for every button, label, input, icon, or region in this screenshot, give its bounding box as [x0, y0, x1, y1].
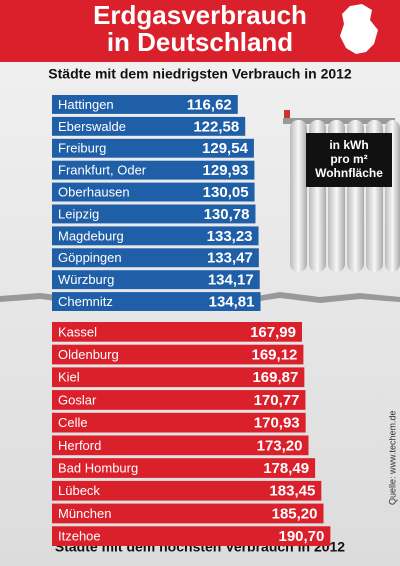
category-label: Magdeburg: [58, 228, 124, 243]
value-label: 190,70: [278, 528, 324, 545]
category-label: Würzburg: [58, 272, 114, 287]
category-label: Bad Homburg: [58, 460, 138, 475]
bar: [52, 226, 259, 246]
bar: [52, 367, 305, 388]
value-label: 183,45: [269, 483, 315, 500]
category-label: Chemnitz: [58, 294, 113, 309]
bar: [52, 458, 316, 478]
category-label: Kassel: [58, 324, 97, 339]
category-label: Itzehoe: [58, 529, 101, 544]
bar: [52, 95, 238, 114]
bar: [52, 116, 246, 136]
category-label: Herford: [58, 438, 101, 453]
subtitle: Städte mit dem niedrigsten Verbrauch in …: [48, 66, 352, 82]
unit-box: [306, 133, 392, 187]
bar: [52, 270, 260, 290]
value-label: 173,20: [257, 437, 303, 454]
germany-icon: [340, 4, 378, 54]
bar: [52, 412, 306, 433]
bar: [52, 390, 306, 410]
value-label: 122,58: [193, 118, 239, 135]
bar: [52, 480, 322, 501]
bar: [52, 292, 261, 311]
value-label: 185,20: [272, 505, 318, 522]
value-label: 130,78: [204, 206, 250, 223]
bar: [52, 526, 331, 546]
value-label: 170,77: [254, 392, 300, 409]
value-label: 169,87: [252, 369, 298, 386]
category-label: Frankfurt, Oder: [58, 163, 147, 178]
value-label: 129,54: [202, 140, 249, 157]
category-label: Lübeck: [58, 483, 100, 498]
bar: [52, 204, 256, 224]
value-label: 170,93: [254, 415, 300, 432]
value-label: 129,93: [203, 162, 249, 179]
value-label: 178,49: [263, 460, 309, 477]
value-label: 130,05: [203, 184, 249, 201]
category-label: Oberhausen: [58, 184, 130, 199]
bar: [52, 344, 304, 365]
unit-label: Wohnfläche: [315, 166, 383, 180]
category-label: Hattingen: [58, 97, 114, 112]
category-label: Goslar: [58, 392, 97, 407]
unit-label: pro m²: [330, 152, 367, 166]
header-band: [0, 0, 400, 62]
title: in Deutschland: [107, 27, 293, 57]
value-label: 116,62: [187, 96, 232, 113]
bar: [52, 182, 255, 202]
bar: [52, 503, 324, 524]
value-label: 133,47: [207, 250, 253, 267]
bar: [52, 160, 255, 180]
value-label: 134,17: [208, 272, 254, 289]
category-label: Celle: [58, 415, 88, 430]
value-label: 169,12: [252, 347, 298, 364]
category-label: Kiel: [58, 370, 80, 385]
category-label: München: [58, 506, 111, 521]
category-label: Göppingen: [58, 250, 122, 265]
bar: [52, 322, 302, 342]
category-label: Leipzig: [58, 206, 99, 221]
bar: [52, 435, 309, 456]
value-label: 134,81: [209, 294, 255, 311]
value-label: 133,23: [207, 228, 253, 245]
bar: [52, 248, 259, 268]
value-label: 167,99: [250, 324, 296, 341]
category-label: Oldenburg: [58, 347, 119, 362]
category-label: Freiburg: [58, 141, 106, 156]
category-label: Eberswalde: [58, 119, 126, 134]
source: Quelle: www.techem.de: [387, 410, 397, 505]
title: Erdgasverbrauch: [93, 0, 307, 30]
bar: [52, 138, 254, 158]
unit-label: in kWh: [329, 138, 368, 152]
